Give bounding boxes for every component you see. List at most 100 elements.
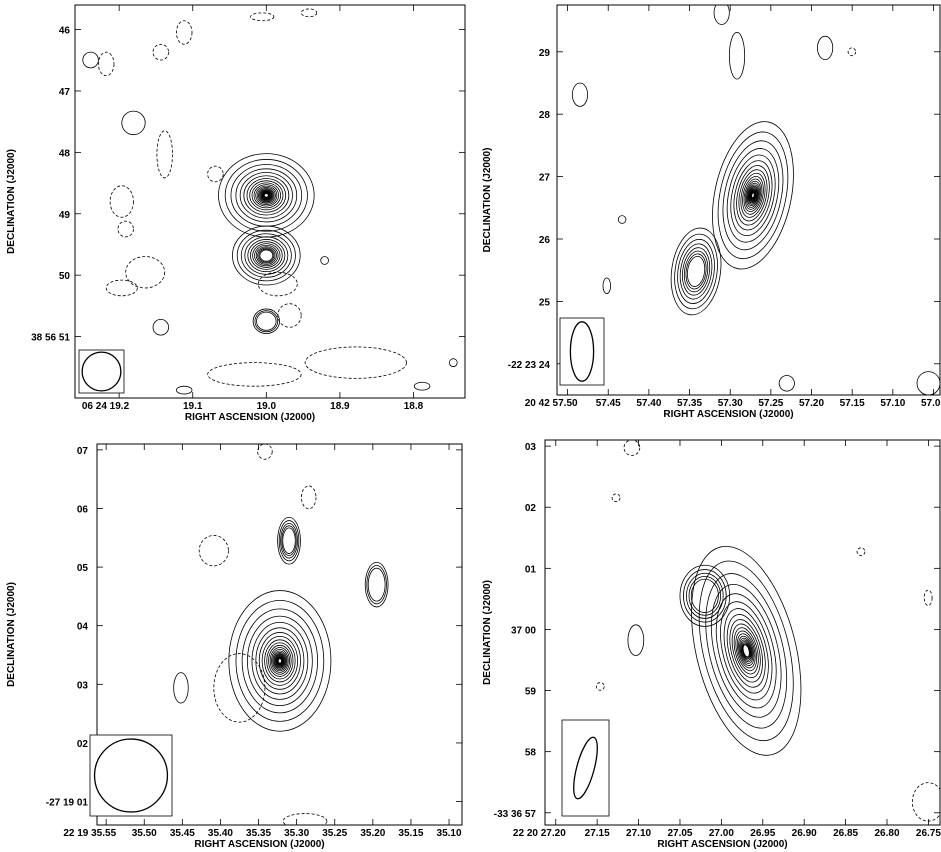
noise-contour: [277, 303, 302, 328]
x-tick-label: 35.10: [437, 828, 462, 839]
contour-level: [691, 545, 802, 756]
contour-level: [232, 225, 301, 286]
contour-level: [742, 644, 750, 658]
plot-area: [571, 5, 940, 395]
contour-level: [744, 180, 762, 210]
contour-level: [745, 182, 761, 208]
x-tick-label: 57.25: [758, 398, 783, 409]
y-tick-label: 02: [77, 739, 89, 750]
contour-level: [261, 191, 272, 200]
contour-level: [251, 622, 309, 700]
noise-contour: [213, 653, 266, 723]
contour-level: [742, 643, 751, 659]
noise-contour: [627, 624, 645, 656]
y-tick-label: 26: [539, 235, 551, 246]
x-tick-label: 57.20: [799, 398, 824, 409]
noise-contour: [257, 444, 273, 460]
contour-level: [686, 255, 706, 287]
contour-level: [717, 131, 789, 260]
source-component: [364, 562, 389, 608]
x-tick-label: 35.45: [170, 828, 195, 839]
x-tick-label: 35.35: [246, 828, 271, 839]
contour-level: [258, 632, 301, 690]
panel-tr: 20 42 57.50 57.45 57.40 57.35 57.30 57.25 57.2…: [482, 4, 941, 420]
contour-level: [256, 311, 277, 331]
contour-level: [256, 187, 276, 204]
y-tick-label: 28: [539, 110, 551, 121]
noise-contour: [152, 43, 170, 61]
y-tick-label: 01: [525, 564, 537, 575]
contour-level: [249, 180, 284, 211]
x-tick-label: 35.50: [132, 828, 157, 839]
contour-level: [685, 253, 707, 290]
contour-level: [751, 192, 755, 199]
x-tick-label: 35.20: [360, 828, 385, 839]
plot-area: [173, 444, 389, 825]
noise-contour: [250, 12, 275, 22]
contour-level: [276, 655, 284, 666]
contour-level: [258, 248, 275, 263]
source-component: [679, 564, 731, 627]
y-tick-label: -33 36 57: [494, 809, 537, 820]
contour-level: [262, 191, 271, 199]
contour-level: [743, 178, 763, 213]
y-tick-label: 29: [539, 48, 551, 59]
contour-level: [254, 310, 279, 333]
contour-level: [738, 635, 755, 666]
y-tick-label: 06: [77, 504, 89, 515]
x-tick-label: 18.8: [404, 401, 424, 412]
plot-frame: [96, 443, 463, 826]
plot-area: [82, 8, 458, 395]
noise-contour: [817, 35, 834, 61]
noise-contour: [82, 51, 99, 69]
contour-level: [733, 627, 759, 675]
noise-contour: [300, 8, 318, 18]
contour-level: [230, 164, 303, 227]
contour-level: [746, 184, 760, 207]
noise-contour: [109, 185, 134, 218]
contour-level: [282, 527, 296, 554]
noise-contour: [301, 485, 317, 510]
contour-level: [247, 239, 286, 273]
contour-level: [263, 193, 269, 198]
contour-level: [729, 619, 763, 683]
contour-level: [224, 159, 308, 232]
noise-contour: [923, 589, 933, 606]
noise-contour: [623, 440, 641, 456]
contour-level: [731, 623, 761, 679]
plot-frame: [556, 4, 941, 396]
x-tick-label: 57.35: [677, 398, 702, 409]
noise-contour: [125, 256, 166, 289]
beam-box: [561, 719, 610, 817]
noise-contour: [320, 256, 329, 265]
x-tick-label: 57.10: [880, 398, 905, 409]
contour-level: [277, 516, 301, 565]
contour-level: [280, 522, 298, 559]
source-component: [228, 590, 332, 732]
source-component: [232, 225, 301, 286]
contour-level: [670, 227, 722, 316]
x-axis-title: RIGHT ASCENSION (J2000): [657, 839, 787, 850]
contour-level: [239, 172, 293, 219]
x-axis-title: RIGHT ASCENSION (J2000): [663, 409, 793, 420]
x-tick-label: 35.25: [322, 828, 347, 839]
x-tick-label: 19.1: [183, 401, 203, 412]
contour-level: [698, 560, 794, 742]
x-tick-label: 27.00: [709, 828, 734, 839]
y-tick-label: 02: [525, 503, 537, 514]
y-tick-label: 47: [59, 87, 71, 98]
x-tick-label: 27.10: [626, 828, 651, 839]
x-tick-label: 57.15: [840, 398, 865, 409]
contour-level: [249, 241, 283, 270]
contour-level: [252, 243, 281, 268]
contour-level: [258, 188, 275, 203]
y-axis-title: DECLINATION (J2000): [482, 148, 493, 253]
noise-contour: [207, 362, 302, 387]
y-tick-label: 59: [525, 687, 537, 698]
contour-level: [740, 639, 753, 663]
noise-contour: [152, 319, 170, 336]
noise-contour: [105, 279, 138, 297]
noise-contour: [602, 277, 612, 295]
contour-level: [736, 633, 756, 669]
contour-level: [235, 599, 325, 722]
